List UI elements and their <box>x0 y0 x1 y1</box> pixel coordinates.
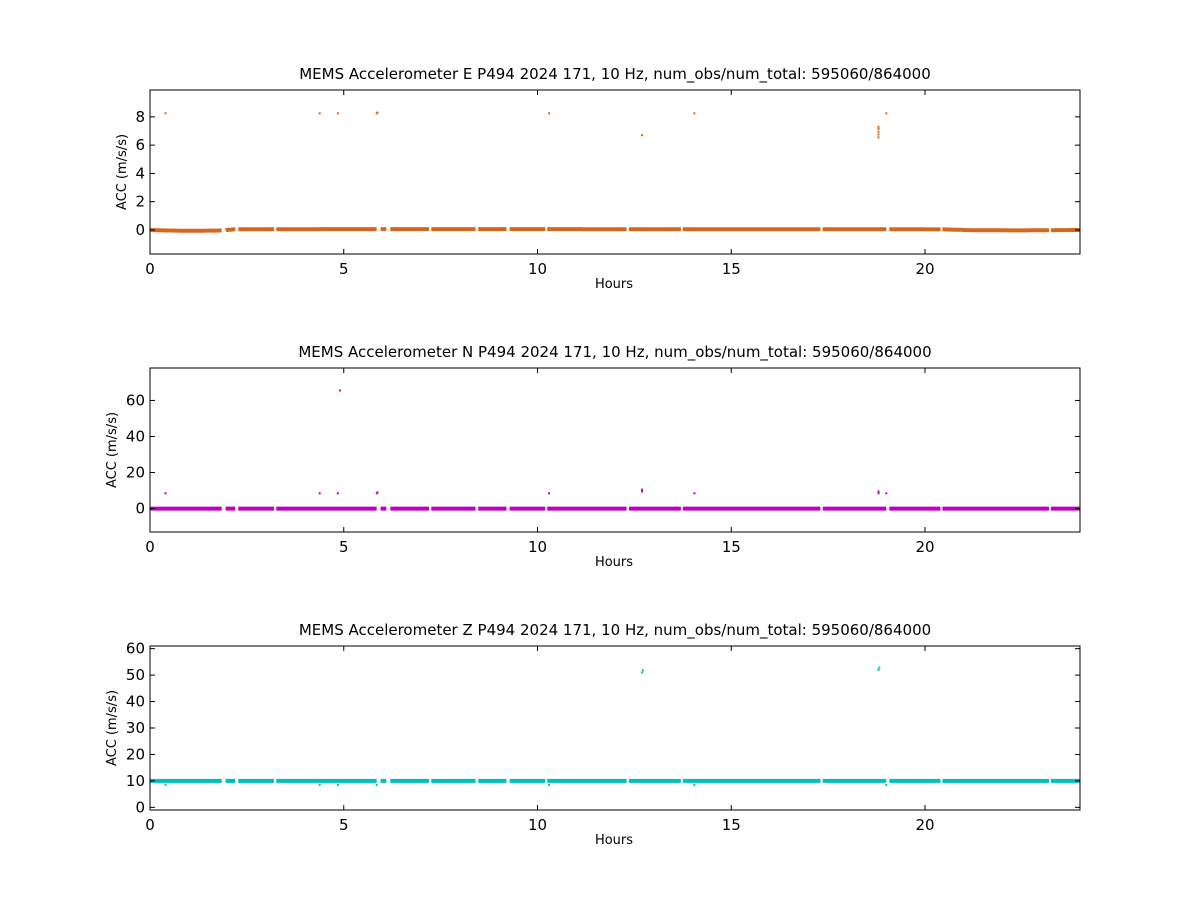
y-tick-label: 20 <box>126 745 145 763</box>
x-tick-label: 20 <box>915 816 934 834</box>
y-tick-label: 20 <box>126 464 145 482</box>
data-point <box>336 112 339 115</box>
data-point <box>885 492 888 495</box>
y-tick-label: 50 <box>126 666 145 684</box>
y-tick-label: 10 <box>126 772 145 790</box>
y-tick-label: 4 <box>135 164 145 182</box>
data-point <box>877 130 880 133</box>
plot-frame <box>149 645 1081 811</box>
data-point <box>877 668 880 671</box>
x-tick-label: 0 <box>145 816 155 834</box>
x-tick-label: 15 <box>722 260 741 278</box>
plot-frame <box>149 367 1081 533</box>
data-point <box>548 492 551 495</box>
data-point <box>336 492 339 495</box>
x-tick-label: 15 <box>722 538 741 556</box>
data-point <box>877 127 880 130</box>
data-point <box>693 112 696 115</box>
data-point <box>693 492 696 495</box>
data-point <box>641 490 644 493</box>
axis-ticks: 0 5 10 15 20 0 2 4 6 8 <box>135 90 1080 278</box>
data-point <box>877 136 880 139</box>
x-tick-label: 20 <box>915 260 934 278</box>
data-point <box>318 492 321 495</box>
data-point <box>164 492 167 495</box>
x-tick-label: 10 <box>528 538 547 556</box>
data-point <box>693 783 696 786</box>
y-tick-label: 0 <box>135 221 145 239</box>
y-axis-label: ACC (m/s/s) <box>105 412 120 488</box>
data-point <box>338 389 341 392</box>
plot-frame <box>149 89 1081 255</box>
data-baseline-segment <box>942 227 1049 233</box>
y-axis-label: ACC (m/s/s) <box>105 690 120 766</box>
x-tick-label: 0 <box>145 260 155 278</box>
x-axis-label: Hours <box>595 555 633 570</box>
data-point <box>885 112 888 115</box>
data-marks <box>150 666 1080 786</box>
x-tick-label: 5 <box>339 260 349 278</box>
data-point <box>878 666 881 669</box>
data-point <box>877 492 880 495</box>
x-tick-label: 5 <box>339 538 349 556</box>
y-tick-label: 2 <box>135 193 145 211</box>
data-point <box>877 125 880 128</box>
data-marks <box>150 389 1080 511</box>
data-point <box>376 111 379 114</box>
chart-panel-n: MEMS Accelerometer N P494 2024 171, 10 H… <box>105 343 1081 570</box>
x-tick-label: 0 <box>145 538 155 556</box>
data-point <box>336 783 339 786</box>
data-point <box>885 783 888 786</box>
data-point <box>164 112 167 115</box>
axis-ticks: 0 5 10 15 20 0 10 20 30 40 50 60 <box>126 640 1080 834</box>
data-point <box>318 783 321 786</box>
data-point <box>164 783 167 786</box>
y-tick-label: 8 <box>135 108 145 126</box>
y-axis-label: ACC (m/s/s) <box>115 134 130 210</box>
y-tick-label: 0 <box>135 500 145 518</box>
y-tick-label: 60 <box>126 391 145 409</box>
data-point <box>641 669 644 672</box>
x-axis-label: Hours <box>595 833 633 848</box>
chart-panel-z: MEMS Accelerometer Z P494 2024 171, 10 H… <box>105 621 1081 848</box>
y-tick-label: 6 <box>135 136 145 154</box>
data-baseline-segment <box>225 227 236 233</box>
x-tick-label: 20 <box>915 538 934 556</box>
x-axis-label: Hours <box>595 277 633 292</box>
y-tick-label: 0 <box>135 798 145 816</box>
y-tick-label: 40 <box>126 427 145 445</box>
data-point <box>548 112 551 115</box>
chart-panel-e: MEMS Accelerometer E P494 2024 171, 10 H… <box>115 65 1081 292</box>
data-point <box>641 671 644 674</box>
y-tick-label: 30 <box>126 719 145 737</box>
x-tick-label: 15 <box>722 816 741 834</box>
data-point <box>376 491 379 494</box>
chart-title: MEMS Accelerometer E P494 2024 171, 10 H… <box>299 65 931 84</box>
data-point <box>877 133 880 136</box>
chart-title: MEMS Accelerometer N P494 2024 171, 10 H… <box>298 343 931 362</box>
data-point <box>641 488 644 491</box>
data-point <box>877 490 880 493</box>
x-tick-label: 5 <box>339 816 349 834</box>
data-point <box>375 783 378 786</box>
data-point <box>641 134 644 137</box>
x-tick-label: 10 <box>528 816 547 834</box>
x-tick-label: 10 <box>528 260 547 278</box>
data-point <box>318 112 321 115</box>
y-tick-label: 60 <box>126 640 145 658</box>
y-tick-label: 40 <box>126 693 145 711</box>
chart-title: MEMS Accelerometer Z P494 2024 171, 10 H… <box>299 621 931 640</box>
data-baseline-segment <box>149 228 222 233</box>
data-marks <box>149 111 1080 233</box>
data-point <box>548 783 551 786</box>
axis-ticks: 0 5 10 15 20 0 20 40 60 <box>126 368 1080 556</box>
